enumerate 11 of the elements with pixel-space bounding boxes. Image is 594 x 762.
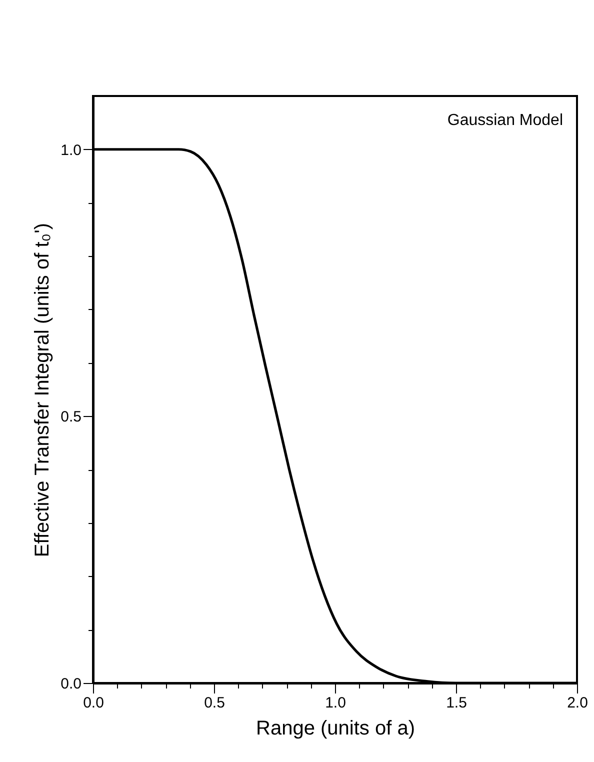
x-tick-label: 2.0 [567,694,588,712]
x-tick-label: 1.0 [325,694,346,712]
x-tick-label: 0.0 [83,694,104,712]
x-tick-label: 0.5 [204,694,225,712]
y-tick-label: 1.0 [60,142,82,159]
y-axis-title: Effective Transfer Integral (units of t₀') [32,222,54,558]
x-axis-title: Range (units of a) [256,718,415,740]
annotation: Gaussian Model [447,112,563,129]
y-tick-label: 0.5 [60,408,82,426]
x-tick-label: 1.5 [446,694,467,712]
y-tick-label: 0.0 [60,676,82,692]
